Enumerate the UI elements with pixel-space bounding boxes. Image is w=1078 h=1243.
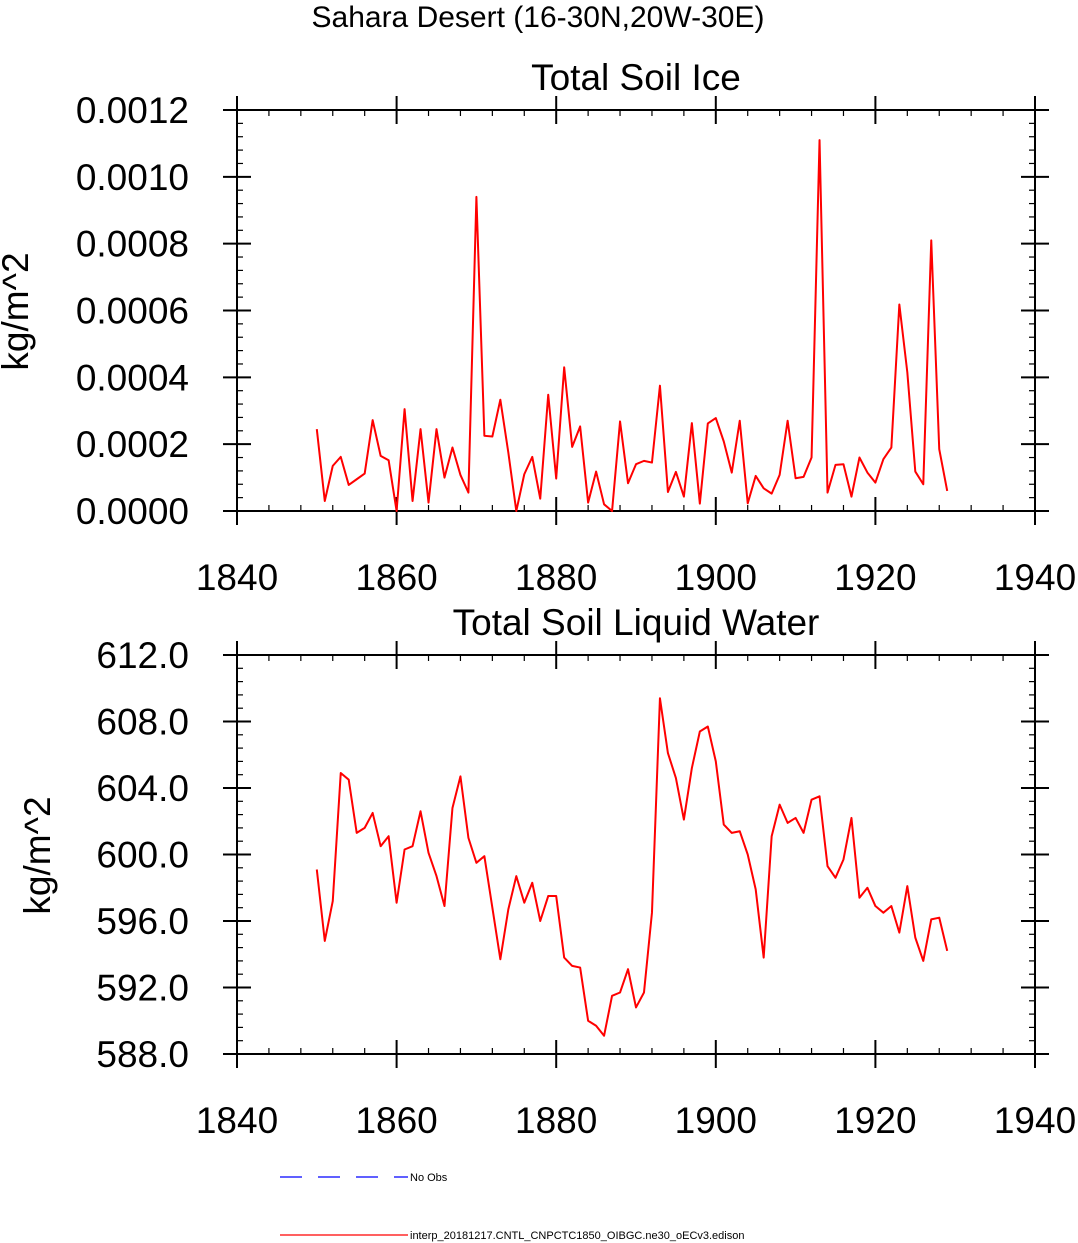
- plot-frame: [236, 654, 1036, 1055]
- y-tick-label: 612.0: [96, 635, 189, 676]
- y-tick-label: 0.0004: [76, 357, 189, 398]
- y-tick-label: 596.0: [96, 901, 189, 942]
- x-tick-label: 1860: [355, 557, 437, 598]
- x-tick-label: 1880: [515, 557, 597, 598]
- legend-no-obs-label: No Obs: [410, 1172, 448, 1184]
- y-tick-label: 0.0000: [76, 491, 189, 532]
- figure-title: Sahara Desert (16-30N,20W-30E): [312, 1, 765, 34]
- y-tick-label: 588.0: [96, 1034, 189, 1075]
- series-line: [315, 139, 949, 512]
- x-tick-label: 1940: [994, 557, 1076, 598]
- x-tick-label: 1920: [834, 1100, 916, 1141]
- y-axis-label: kg/m^2: [0, 252, 36, 370]
- y-tick-label: 600.0: [96, 835, 189, 876]
- total-soil-liquid-water-panel: 1840 1860 1880 1900 1920 1940 588.0 592.0 596.0 6…: [17, 602, 1076, 1141]
- chart-title: Total Soil Liquid Water: [453, 602, 820, 643]
- legend: No Obs interp_20181217.CNTL_CNPCTC1850_O…: [280, 1172, 744, 1242]
- x-tick-label: 1840: [196, 557, 278, 598]
- y-tick-label: 604.0: [96, 768, 189, 809]
- y-tick-label: 0.0012: [76, 90, 189, 131]
- y-tick-label: 0.0006: [76, 291, 189, 332]
- y-tick-label: 608.0: [96, 702, 189, 743]
- series-line: [315, 697, 949, 1037]
- x-tick-label: 1900: [675, 557, 757, 598]
- x-tick-label: 1840: [196, 1100, 278, 1141]
- total-soil-ice-panel: 1840 1860 1880 1900 1920 1940 0.0000 0.0002 0.00…: [0, 57, 1076, 598]
- legend-model-label: interp_20181217.CNTL_CNPCTC1850_OIBGC.ne…: [410, 1230, 744, 1242]
- y-tick-label: 0.0002: [76, 424, 189, 465]
- x-tick-label: 1940: [994, 1100, 1076, 1141]
- x-tick-label: 1920: [834, 557, 916, 598]
- y-axis-label: kg/m^2: [17, 796, 58, 914]
- y-tick-label: 0.0008: [76, 224, 189, 265]
- y-tick-label: 0.0010: [76, 157, 189, 198]
- x-tick-label: 1900: [675, 1100, 757, 1141]
- plot-frame: [236, 109, 1036, 512]
- x-tick-label: 1860: [355, 1100, 437, 1141]
- x-tick-label: 1880: [515, 1100, 597, 1141]
- chart-title: Total Soil Ice: [531, 57, 741, 98]
- y-tick-label: 592.0: [96, 968, 189, 1009]
